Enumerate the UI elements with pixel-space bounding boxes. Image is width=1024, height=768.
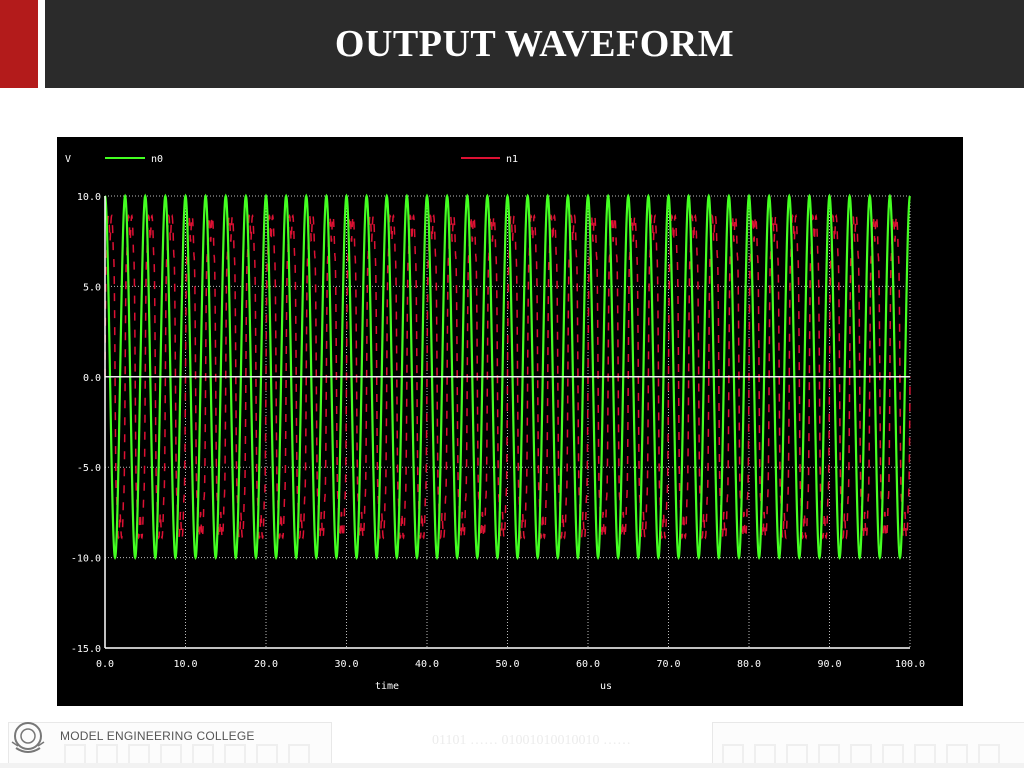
y-tick-label: 5.0 — [83, 282, 101, 293]
x-tick-label: 90.0 — [817, 659, 841, 670]
slide-title: OUTPUT WAVEFORM — [334, 23, 735, 65]
y-tick-label: -5.0 — [77, 463, 101, 474]
y-axis-unit: V — [65, 154, 71, 165]
x-tick-label: 100.0 — [895, 659, 925, 670]
header-divider — [38, 0, 45, 88]
y-tick-label: 10.0 — [77, 192, 101, 203]
legend-label-n1: n1 — [506, 154, 518, 165]
college-emblem-icon — [11, 722, 45, 753]
footer-bottom-line — [0, 763, 1024, 768]
binary-watermark: 01101 …… 01001010010010 …… — [432, 733, 631, 748]
x-tick-label: 20.0 — [254, 659, 278, 670]
header-bar — [0, 0, 1024, 88]
y-tick-label: -10.0 — [71, 554, 101, 565]
tick-labels: 0.0 10.0 20.0 30.0 40.0 50.0 60.0 70.0 80.0 90.0 1… — [71, 192, 925, 670]
waveform-plot: V n0 n1 0.0 10.0 20.0 30.0 40.0 50.0 60.0 70.0 8… — [57, 137, 963, 706]
y-tick-label: -15.0 — [71, 644, 101, 655]
x-axis-label: time — [375, 681, 399, 692]
x-tick-label: 10.0 — [173, 659, 197, 670]
legend-label-n0: n0 — [151, 154, 163, 165]
x-tick-label: 50.0 — [495, 659, 519, 670]
header-accent — [0, 0, 38, 88]
x-tick-label: 0.0 — [96, 659, 114, 670]
footer — [0, 716, 1024, 768]
x-tick-label: 80.0 — [737, 659, 761, 670]
x-axis-unit: us — [600, 681, 612, 692]
x-tick-label: 40.0 — [415, 659, 439, 670]
x-tick-label: 30.0 — [334, 659, 358, 670]
y-tick-label: 0.0 — [83, 373, 101, 384]
college-name: MODEL ENGINEERING COLLEGE — [60, 729, 255, 743]
waveform-svg: V n0 n1 0.0 10.0 20.0 30.0 40.0 50.0 60.0 70.0 8… — [65, 154, 925, 692]
axis-layer — [104, 196, 910, 649]
series-n0 — [104, 193, 911, 561]
x-tick-label: 60.0 — [576, 659, 600, 670]
x-tick-label: 70.0 — [656, 659, 680, 670]
